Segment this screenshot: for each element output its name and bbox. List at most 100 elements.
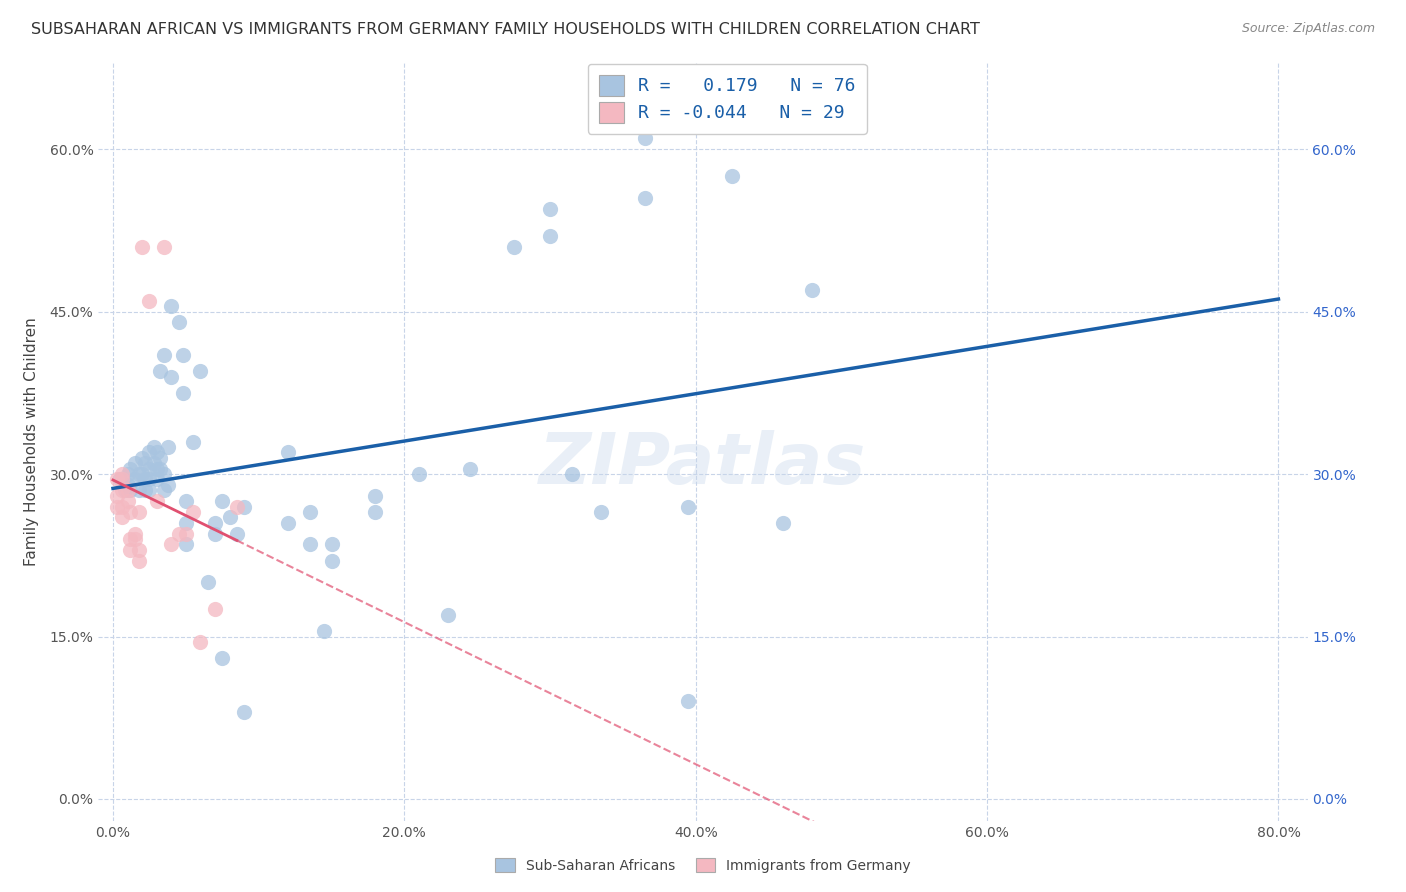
Point	[114, 483, 136, 498]
Point	[128, 467, 150, 481]
Point	[190, 364, 212, 378]
Point	[111, 473, 134, 487]
Point	[167, 526, 190, 541]
Point	[111, 510, 134, 524]
Point	[138, 445, 160, 459]
Point	[131, 467, 153, 481]
Point	[111, 483, 134, 498]
Point	[142, 456, 165, 470]
Legend: Sub-Saharan Africans, Immigrants from Germany: Sub-Saharan Africans, Immigrants from Ge…	[489, 852, 917, 878]
Point	[190, 635, 212, 649]
Point	[157, 440, 180, 454]
Point	[458, 461, 481, 475]
Point	[138, 293, 160, 308]
Point	[181, 434, 204, 449]
Point	[124, 456, 146, 470]
Point	[105, 473, 128, 487]
Point	[174, 494, 197, 508]
Point	[364, 489, 387, 503]
Point	[364, 505, 387, 519]
Point	[225, 500, 247, 514]
Point	[172, 385, 194, 400]
Point	[197, 575, 219, 590]
Point	[117, 467, 139, 481]
Point	[153, 348, 176, 362]
Point	[160, 369, 183, 384]
Point	[408, 467, 430, 481]
Point	[233, 500, 256, 514]
Point	[131, 450, 153, 465]
Point	[174, 516, 197, 530]
Point	[211, 494, 233, 508]
Point	[153, 239, 176, 253]
Point	[233, 706, 256, 720]
Point	[298, 537, 321, 551]
Point	[120, 542, 142, 557]
Point	[153, 483, 176, 498]
Point	[172, 348, 194, 362]
Point	[589, 505, 612, 519]
Point	[128, 554, 150, 568]
Point	[142, 440, 165, 454]
Point	[128, 542, 150, 557]
Point	[801, 283, 824, 297]
Point	[138, 483, 160, 498]
Point	[138, 473, 160, 487]
Text: ZIPatlas: ZIPatlas	[540, 430, 866, 499]
Point	[134, 473, 156, 487]
Point	[124, 532, 146, 546]
Point	[120, 483, 142, 498]
Point	[314, 624, 336, 639]
Point	[634, 191, 657, 205]
Point	[111, 500, 134, 514]
Point	[634, 131, 657, 145]
Text: Source: ZipAtlas.com: Source: ZipAtlas.com	[1241, 22, 1375, 36]
Y-axis label: Family Households with Children: Family Households with Children	[24, 318, 38, 566]
Point	[437, 607, 460, 622]
Point	[321, 554, 343, 568]
Point	[174, 526, 197, 541]
Point	[120, 461, 142, 475]
Point	[153, 467, 176, 481]
Point	[111, 467, 134, 481]
Point	[138, 461, 160, 475]
Point	[160, 299, 183, 313]
Point	[120, 505, 142, 519]
Text: SUBSAHARAN AFRICAN VS IMMIGRANTS FROM GERMANY FAMILY HOUSEHOLDS WITH CHILDREN CO: SUBSAHARAN AFRICAN VS IMMIGRANTS FROM GE…	[31, 22, 980, 37]
Point	[124, 526, 146, 541]
Point	[145, 461, 167, 475]
Point	[298, 505, 321, 519]
Point	[128, 505, 150, 519]
Point	[105, 489, 128, 503]
Point	[157, 478, 180, 492]
Point	[181, 505, 204, 519]
Point	[131, 239, 153, 253]
Point	[117, 478, 139, 492]
Point	[772, 516, 794, 530]
Point	[721, 169, 744, 184]
Point	[110, 473, 132, 487]
Point	[134, 456, 156, 470]
Point	[167, 315, 190, 329]
Point	[149, 461, 172, 475]
Point	[160, 537, 183, 551]
Point	[321, 537, 343, 551]
Point	[145, 473, 167, 487]
Point	[204, 516, 226, 530]
Point	[145, 494, 167, 508]
Point	[120, 532, 142, 546]
Point	[204, 602, 226, 616]
Point	[117, 483, 139, 498]
Point	[211, 651, 233, 665]
Point	[149, 450, 172, 465]
Point	[538, 202, 561, 216]
Point	[145, 445, 167, 459]
Point	[218, 510, 240, 524]
Point	[277, 445, 299, 459]
Point	[538, 228, 561, 243]
Point	[134, 483, 156, 498]
Point	[117, 494, 139, 508]
Point	[105, 500, 128, 514]
Point	[678, 500, 700, 514]
Point	[225, 526, 247, 541]
